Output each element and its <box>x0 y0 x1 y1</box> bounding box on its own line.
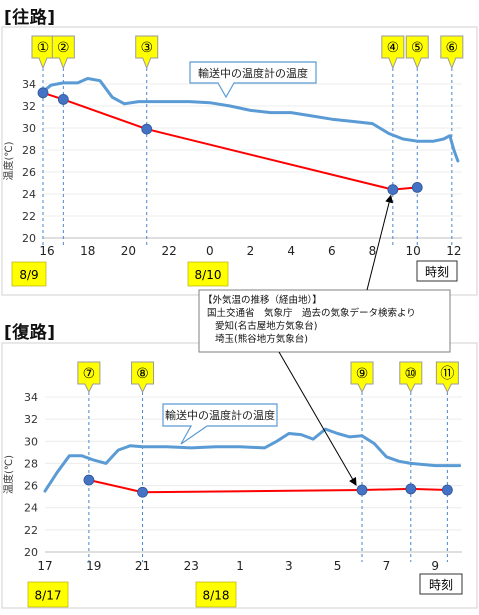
outside-temperature-point <box>141 123 153 135</box>
series-callout-label: 輸送中の温度計の温度 <box>165 408 275 422</box>
return-heading: [復路] <box>4 323 56 343</box>
x-tick-label: 6 <box>328 244 336 258</box>
x-tick-label: 17 <box>37 559 52 573</box>
x-tick-label: 18 <box>80 244 95 258</box>
chart-frame-2 <box>1 342 478 609</box>
y-tick-label: 24 <box>22 188 36 201</box>
x-axis-unit-box <box>416 260 458 282</box>
x-tick-label: 9 <box>431 559 439 573</box>
x-tick-label: 21 <box>135 559 150 573</box>
marker-callout-box <box>77 361 101 394</box>
marker-callout-box <box>131 361 155 394</box>
x-tick-label: 7 <box>383 559 391 573</box>
y-tick-label: 28 <box>22 144 36 157</box>
marker-label: ⑧ <box>136 366 149 382</box>
marker-label: ③ <box>140 40 153 56</box>
y-tick-label: 34 <box>22 78 36 91</box>
outside-temperature-point <box>387 184 399 196</box>
y-tick-label: 20 <box>24 546 38 559</box>
outside-temperature-point <box>356 484 368 496</box>
outside-temperature-point <box>137 486 148 498</box>
y-tick-label: 22 <box>24 524 38 537</box>
transport-temperature-line <box>43 427 462 493</box>
date-label: 8/9 <box>19 268 38 282</box>
x-tick-label: 8 <box>369 244 377 258</box>
x-tick-label: 12 <box>446 244 461 258</box>
x-tick-label: 3 <box>285 559 293 573</box>
marker-callout-box <box>381 35 405 70</box>
x-tick-label: 5 <box>334 559 342 573</box>
date-label-box <box>187 261 229 287</box>
external-temp-note-box <box>198 289 451 353</box>
marker-label: ⑨ <box>356 366 369 382</box>
outside-temperature-point <box>405 483 417 495</box>
marker-callout-box <box>440 35 464 70</box>
date-label: 8/10 <box>195 268 222 282</box>
marker-label: ⑥ <box>446 40 459 56</box>
x-tick-label: 1 <box>236 559 244 573</box>
x-axis-unit-box <box>419 573 463 595</box>
outside-temperature-point <box>411 181 423 193</box>
external-temp-note-line: 愛知(名古屋地方気象台) <box>215 320 317 332</box>
x-tick-label: 0 <box>206 244 214 258</box>
marker-label: ② <box>57 40 70 56</box>
marker-callout-box <box>399 361 423 394</box>
y-tick-label: 26 <box>24 480 38 493</box>
date-label-box <box>27 581 69 608</box>
marker-label: ⑦ <box>83 366 96 382</box>
date-label: 8/18 <box>203 589 230 603</box>
y-tick-label: 30 <box>22 122 36 135</box>
x-tick-label: 19 <box>86 559 101 573</box>
y-axis-label: 温度(℃) <box>2 141 15 180</box>
x-tick-label: 10 <box>406 244 421 258</box>
marker-callout-box <box>435 361 459 394</box>
outbound-heading: [往路] <box>4 8 56 28</box>
marker-callout-box <box>350 361 374 394</box>
y-tick-label: 32 <box>22 100 36 113</box>
series-callout-box <box>189 61 317 99</box>
x-tick-label: 4 <box>287 244 295 258</box>
date-label-box <box>11 261 47 287</box>
marker-label: ① <box>37 40 50 56</box>
y-tick-label: 30 <box>24 435 38 448</box>
outside-temperature-point <box>57 94 69 105</box>
x-tick-label: 20 <box>121 244 136 258</box>
series-callout-box <box>162 403 278 445</box>
x-tick-label: 22 <box>161 244 176 258</box>
y-tick-label: 34 <box>24 391 38 404</box>
marker-callout-box <box>135 35 159 70</box>
x-tick-label: 23 <box>184 559 199 573</box>
marker-callout-box <box>51 35 75 70</box>
x-axis-unit-label: 時刻 <box>425 265 449 279</box>
note-arrow-return <box>278 351 357 486</box>
marker-label: ④ <box>387 40 400 56</box>
marker-callout-box <box>405 35 429 70</box>
external-temp-note-line: 埼玉(熊谷地方気象台) <box>215 333 308 345</box>
y-axis-label: 温度(℃) <box>2 455 15 494</box>
marker-label: ⑩ <box>405 366 418 382</box>
date-label: 8/17 <box>35 589 62 603</box>
marker-label: ⑤ <box>411 40 424 56</box>
y-tick-label: 32 <box>24 413 38 426</box>
y-tick-label: 24 <box>24 502 38 515</box>
note-arrow-outbound <box>366 194 394 291</box>
outside-temperature-point <box>441 484 453 496</box>
outside-temperature-point <box>37 87 49 99</box>
x-axis-unit-label: 時刻 <box>429 578 453 592</box>
y-tick-label: 28 <box>24 457 38 470</box>
x-tick-label: 2 <box>247 244 255 258</box>
external-temp-note-line: 国土交通省 気象庁 過去の気象データ検索より <box>207 307 416 319</box>
y-tick-label: 22 <box>22 210 36 223</box>
date-label-box <box>195 581 237 608</box>
x-tick-label: 16 <box>39 244 54 258</box>
outside-temperature-point <box>83 474 95 486</box>
marker-label: ⑪ <box>440 366 454 382</box>
y-tick-label: 20 <box>22 232 36 245</box>
series-callout-label: 輸送中の温度計の温度 <box>198 66 308 80</box>
transport-temperature-line <box>41 77 460 163</box>
y-tick-label: 26 <box>22 166 36 179</box>
external-temp-note-line: 【外気温の推移（経由地）】 <box>203 294 322 306</box>
